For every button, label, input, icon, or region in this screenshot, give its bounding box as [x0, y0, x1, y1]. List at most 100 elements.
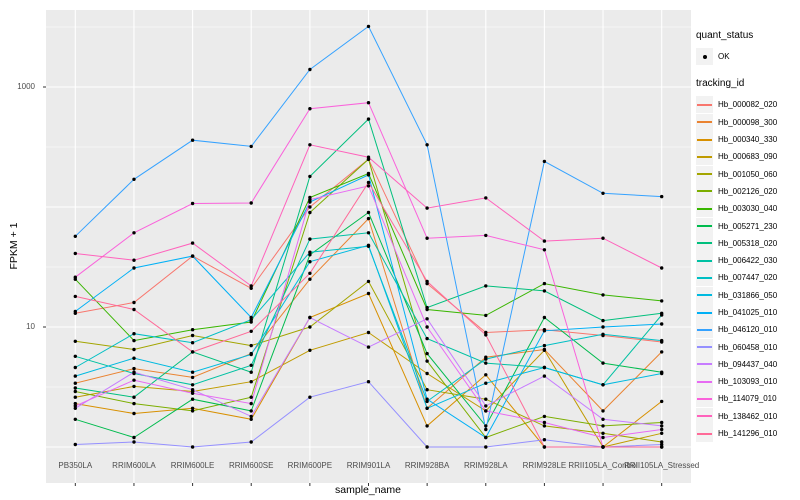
legend-entry-Hb_007447_020: Hb_007447_020: [696, 269, 800, 287]
x-tick-label: RRIM928LA: [463, 461, 508, 470]
data-point: [425, 424, 429, 428]
data-point: [601, 325, 605, 329]
legend-entry-Hb_031866_050: Hb_031866_050: [696, 286, 800, 304]
data-point: [366, 231, 371, 235]
x-tick-label: PB350LA: [58, 461, 93, 470]
data-point: [366, 330, 371, 335]
data-point: [190, 341, 195, 345]
legend-entry-label: Hb_006422_030: [718, 256, 778, 266]
data-point: [601, 236, 605, 240]
legend-entry-label: Hb_094437_040: [718, 359, 778, 369]
legend-entry-label: Hb_046120_010: [718, 325, 778, 335]
data-point: [366, 101, 371, 105]
legend-key: [696, 131, 713, 149]
data-point: [542, 374, 547, 378]
legend-entry-Hb_103093_010: Hb_103093_010: [696, 373, 800, 391]
legend-entry-label: Hb_001050_060: [718, 169, 778, 179]
data-point: [660, 420, 664, 425]
x-tick-labels: PB350LA RRIM600LA RRIM600LE RRIM600SE RRIM60…: [0, 461, 800, 473]
data-point: [660, 424, 664, 428]
data-point: [190, 409, 195, 413]
data-point: [249, 409, 253, 413]
data-point: [484, 409, 488, 413]
data-point: [190, 370, 195, 374]
legend-entry-Hb_002126_020: Hb_002126_020: [696, 182, 800, 200]
legend-line-icon: [697, 397, 712, 400]
data-point: [425, 336, 429, 341]
data-point: [132, 307, 136, 312]
legend-entry-Hb_060458_010: Hb_060458_010: [696, 338, 800, 356]
legend-key: [696, 252, 713, 270]
data-point: [308, 348, 312, 352]
data-point: [542, 248, 547, 252]
data-point: [542, 239, 547, 243]
legend-entry-label: Hb_031866_050: [718, 290, 778, 300]
data-point: [132, 332, 136, 336]
data-point: [308, 315, 312, 320]
data-point: [249, 380, 253, 384]
data-point: [601, 191, 605, 195]
data-point: [190, 383, 195, 387]
data-point: [308, 253, 312, 257]
data-point: [132, 366, 136, 371]
data-point: [542, 348, 547, 352]
y-tick-label: 1000: [17, 82, 35, 91]
data-point: [73, 294, 78, 299]
data-point: [366, 345, 371, 349]
data-point: [542, 420, 547, 425]
data-point: [484, 373, 488, 377]
data-point: [132, 435, 136, 440]
legend-entry-label: Hb_002126_020: [718, 186, 778, 196]
legend-line-icon: [697, 138, 712, 141]
legend-key: [696, 407, 713, 425]
legend-line-icon: [697, 207, 712, 210]
legend-entry-label: Hb_000683_090: [718, 152, 778, 162]
data-point: [73, 339, 78, 343]
data-point: [601, 417, 605, 421]
data-point: [484, 330, 488, 335]
data-point: [366, 243, 371, 247]
data-point: [249, 395, 253, 399]
legend-entry-label: Hb_003030_040: [718, 204, 778, 214]
legend-key: [696, 182, 713, 200]
legend-entry-label: Hb_000082_020: [718, 100, 778, 110]
data-point: [425, 397, 429, 401]
data-point: [190, 445, 195, 449]
legend-entry-Hb_000098_300: Hb_000098_300: [696, 113, 800, 131]
legend-key: [696, 234, 713, 252]
data-point: [660, 399, 664, 404]
data-point: [249, 352, 253, 357]
tracking-id-entries: Hb_000082_020 Hb_000098_300 Hb_000340_330 H…: [696, 96, 800, 443]
data-point: [249, 201, 253, 205]
data-point: [132, 356, 136, 360]
legend-entry-Hb_041025_010: Hb_041025_010: [696, 304, 800, 321]
data-point: [484, 357, 488, 361]
legend: quant_status OK tracking_id Hb_000082_02…: [696, 30, 800, 443]
legend-entry-Hb_001050_060: Hb_001050_060: [696, 165, 800, 183]
legend-line-icon: [697, 173, 712, 176]
data-point: [308, 205, 312, 209]
data-point: [249, 363, 253, 367]
data-point: [660, 431, 664, 435]
data-point: [484, 313, 488, 318]
data-point: [308, 250, 312, 254]
data-point: [73, 251, 78, 256]
x-tick-label: RRIM600PE: [287, 461, 333, 470]
legend-line-icon: [697, 328, 712, 331]
legend-entry-label: Hb_000340_330: [718, 135, 778, 145]
legend-line-icon: [697, 380, 712, 383]
data-point: [425, 143, 429, 147]
x-tick-label: RRIM600SE: [228, 461, 274, 470]
data-point: [425, 279, 429, 284]
data-point: [366, 291, 371, 296]
data-point: [660, 299, 664, 303]
data-point: [542, 343, 547, 348]
data-point: [308, 271, 312, 275]
data-point: [190, 375, 195, 380]
data-point: [190, 138, 195, 142]
data-point: [601, 361, 605, 365]
data-point: [366, 155, 371, 159]
legend-entry-label: Hb_005318_020: [718, 238, 778, 248]
data-point: [132, 411, 136, 416]
legend-entry-Hb_141296_010: Hb_141296_010: [696, 425, 800, 443]
